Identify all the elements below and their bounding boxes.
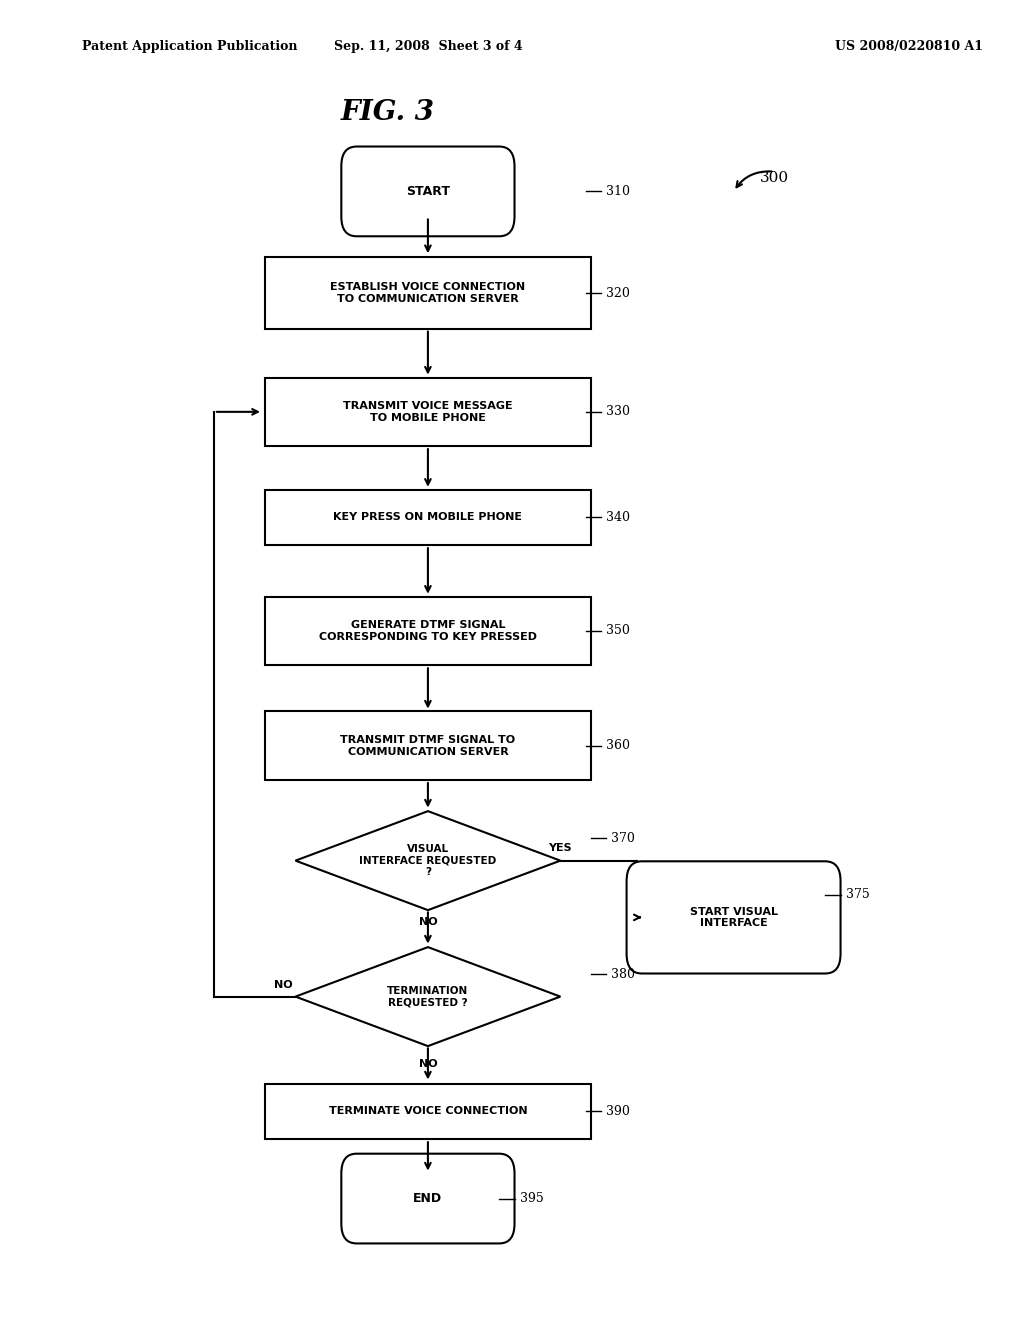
Text: VISUAL
INTERFACE REQUESTED
?: VISUAL INTERFACE REQUESTED ? (359, 843, 497, 878)
Text: 350: 350 (606, 624, 630, 638)
Text: 340: 340 (606, 511, 630, 524)
Text: START: START (406, 185, 450, 198)
Text: 380: 380 (611, 968, 635, 981)
FancyBboxPatch shape (341, 1154, 514, 1243)
Bar (265, 597, 591, 665)
Bar (265, 378, 591, 446)
Text: 310: 310 (606, 185, 630, 198)
Text: Sep. 11, 2008  Sheet 3 of 4: Sep. 11, 2008 Sheet 3 of 4 (334, 40, 522, 53)
Polygon shape (296, 948, 560, 1045)
Polygon shape (296, 810, 560, 911)
Text: NO: NO (419, 1059, 437, 1069)
Text: END: END (414, 1192, 442, 1205)
Text: 390: 390 (606, 1105, 630, 1118)
Text: YES: YES (549, 842, 572, 853)
Text: NO: NO (273, 979, 293, 990)
FancyBboxPatch shape (627, 862, 841, 974)
Bar (265, 711, 591, 780)
Text: 370: 370 (611, 832, 635, 845)
Text: START VISUAL
INTERFACE: START VISUAL INTERFACE (689, 907, 777, 928)
Text: 375: 375 (846, 888, 869, 902)
Text: 300: 300 (760, 172, 788, 185)
Text: 320: 320 (606, 286, 630, 300)
Text: TRANSMIT VOICE MESSAGE
TO MOBILE PHONE: TRANSMIT VOICE MESSAGE TO MOBILE PHONE (343, 401, 513, 422)
FancyBboxPatch shape (341, 147, 514, 236)
Text: 330: 330 (606, 405, 630, 418)
Text: 395: 395 (519, 1192, 544, 1205)
Text: 360: 360 (606, 739, 630, 752)
Text: FIG. 3: FIG. 3 (340, 99, 434, 125)
Text: TERMINATE VOICE CONNECTION: TERMINATE VOICE CONNECTION (329, 1106, 527, 1117)
Bar (265, 256, 591, 329)
Text: TERMINATION
REQUESTED ?: TERMINATION REQUESTED ? (387, 986, 469, 1007)
Text: US 2008/0220810 A1: US 2008/0220810 A1 (836, 40, 983, 53)
Bar (265, 1084, 591, 1139)
Text: NO: NO (419, 917, 437, 928)
Bar (265, 490, 591, 545)
Text: KEY PRESS ON MOBILE PHONE: KEY PRESS ON MOBILE PHONE (334, 512, 522, 523)
Text: Patent Application Publication: Patent Application Publication (82, 40, 297, 53)
Text: TRANSMIT DTMF SIGNAL TO
COMMUNICATION SERVER: TRANSMIT DTMF SIGNAL TO COMMUNICATION SE… (340, 735, 515, 756)
Text: ESTABLISH VOICE CONNECTION
TO COMMUNICATION SERVER: ESTABLISH VOICE CONNECTION TO COMMUNICAT… (331, 282, 525, 304)
Text: GENERATE DTMF SIGNAL
CORRESPONDING TO KEY PRESSED: GENERATE DTMF SIGNAL CORRESPONDING TO KE… (318, 620, 537, 642)
